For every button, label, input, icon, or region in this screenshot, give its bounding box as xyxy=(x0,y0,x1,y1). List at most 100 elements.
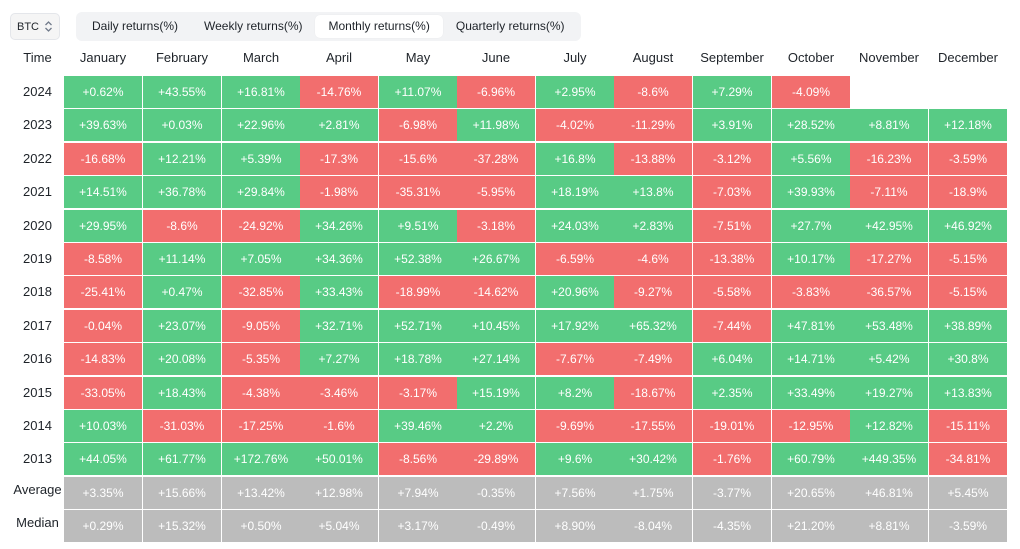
return-cell-2023-november: +8.81% xyxy=(850,109,928,142)
return-cell-2017-july: +17.92% xyxy=(536,309,614,342)
row-label-2019: 2019 xyxy=(23,251,52,266)
return-cell-2018-october: -3.83% xyxy=(772,276,850,309)
tab-monthly-returns[interactable]: Monthly returns(%) xyxy=(315,15,443,38)
return-cell-2014-december: -15.11% xyxy=(929,410,1007,442)
tab-daily-returns[interactable]: Daily returns(%) xyxy=(92,19,179,33)
return-cell-2019-july: -6.59% xyxy=(536,243,614,275)
row-label-2023: 2023 xyxy=(23,117,52,133)
return-cell-2020-february: -8.6% xyxy=(143,209,221,242)
return-cell-2020-may: +9.51% xyxy=(379,209,457,242)
return-cell-2019-january: -8.58% xyxy=(64,243,142,275)
return-cell-2020-march: -24.92% xyxy=(222,209,300,242)
return-cell-2024-september: +7.29% xyxy=(693,76,771,108)
return-cell-average-january: +3.35% xyxy=(64,476,142,509)
return-cell-2023-october: +28.52% xyxy=(772,109,850,142)
row-label-2014: 2014 xyxy=(23,418,52,433)
return-cell-2018-may: -18.99% xyxy=(379,276,457,309)
return-cell-2022-january: -16.68% xyxy=(64,142,142,175)
return-cell-2021-february: +36.78% xyxy=(143,176,221,209)
return-cell-median-january: +0.29% xyxy=(64,510,142,543)
return-cell-2020-november: +42.95% xyxy=(850,209,928,242)
return-cell-2021-november: -7.11% xyxy=(850,176,928,209)
return-cell-2015-august: -18.67% xyxy=(614,376,692,409)
return-cell-2018-april: +33.43% xyxy=(300,276,378,309)
return-cell-2023-april: +2.81% xyxy=(300,109,378,142)
return-cell-2016-november: +5.42% xyxy=(850,343,928,376)
return-cell-2023-september: +3.91% xyxy=(693,109,771,142)
return-cell-2017-january: -0.04% xyxy=(64,309,142,342)
row-label-2022: 2022 xyxy=(23,150,52,166)
return-cell-2016-may: +18.78% xyxy=(379,343,457,376)
return-cell-2019-march: +7.05% xyxy=(222,243,300,275)
month-header-september: September xyxy=(700,50,764,65)
return-cell-average-july: +7.56% xyxy=(536,476,614,509)
return-cell-average-april: +12.98% xyxy=(300,476,378,509)
month-header-february: February xyxy=(155,50,209,65)
row-label-median: Median xyxy=(16,515,59,531)
return-cell-2014-june: +2.2% xyxy=(457,410,535,442)
return-cell-2013-july: +9.6% xyxy=(536,443,614,476)
return-cell-2017-march: -9.05% xyxy=(222,309,300,342)
return-cell-2020-january: +29.95% xyxy=(64,209,142,242)
return-cell-2016-january: -14.83% xyxy=(64,343,142,376)
month-header-october: October xyxy=(787,50,835,65)
returns-tabs: Daily returns(%) Weekly returns(%) Month… xyxy=(76,12,581,41)
tab-quarterly-returns[interactable]: Quarterly returns(%) xyxy=(455,19,565,33)
return-cell-2024-july: +2.95% xyxy=(536,76,614,108)
return-cell-2019-may: +52.38% xyxy=(379,243,457,275)
return-cell-2018-september: -5.58% xyxy=(693,276,771,309)
asset-select[interactable]: BTC xyxy=(10,13,60,40)
return-cell-2015-july: +8.2% xyxy=(536,376,614,409)
return-cell-2014-january: +10.03% xyxy=(64,410,142,442)
return-cell-average-september: -3.77% xyxy=(693,476,771,509)
return-cell-2013-august: +30.42% xyxy=(614,443,692,476)
return-cell-2016-august: -7.49% xyxy=(614,343,692,376)
return-cell-2023-june: +11.98% xyxy=(457,109,535,142)
return-cell-2015-april: -3.46% xyxy=(300,376,378,409)
return-cell-2015-january: -33.05% xyxy=(64,376,142,409)
return-cell-2015-november: +19.27% xyxy=(850,376,928,409)
return-cell-2024-august: -8.6% xyxy=(614,76,692,108)
tab-weekly-returns[interactable]: Weekly returns(%) xyxy=(204,19,303,33)
return-cell-2017-june: +10.45% xyxy=(457,309,535,342)
return-cell-median-february: +15.32% xyxy=(143,510,221,543)
time-column-header: Time xyxy=(23,50,52,65)
return-cell-2024-march: +16.81% xyxy=(222,76,300,108)
return-cell-2017-september: -7.44% xyxy=(693,309,771,342)
return-cell-average-may: +7.94% xyxy=(379,476,457,509)
return-cell-2024-october: -4.09% xyxy=(772,76,850,108)
return-cell-2021-january: +14.51% xyxy=(64,176,142,209)
return-cell-2013-january: +44.05% xyxy=(64,443,142,476)
return-cell-2018-november: -36.57% xyxy=(850,276,928,309)
row-label-2017: 2017 xyxy=(23,317,52,333)
return-cell-2017-february: +23.07% xyxy=(143,309,221,342)
return-cell-2014-april: -1.6% xyxy=(300,410,378,442)
return-cell-2014-november: +12.82% xyxy=(850,410,928,442)
return-cell-2021-october: +39.93% xyxy=(772,176,850,209)
return-cell-2024-january: +0.62% xyxy=(64,76,142,108)
return-cell-2014-august: -17.55% xyxy=(614,410,692,442)
return-cell-2020-july: +24.03% xyxy=(536,209,614,242)
return-cell-2019-april: +34.36% xyxy=(300,243,378,275)
row-label-2021: 2021 xyxy=(23,184,52,200)
return-cell-median-may: +3.17% xyxy=(379,510,457,543)
return-cell-2019-february: +11.14% xyxy=(143,243,221,275)
month-header-june: June xyxy=(481,50,511,65)
return-cell-2021-june: -5.95% xyxy=(457,176,535,209)
return-cell-2017-november: +53.48% xyxy=(850,309,928,342)
return-cell-average-november: +46.81% xyxy=(850,476,928,509)
return-cell-2014-may: +39.46% xyxy=(379,410,457,442)
return-cell-median-october: +21.20% xyxy=(772,510,850,543)
return-cell-2019-september: -13.38% xyxy=(693,243,771,275)
return-cell-2022-may: -15.6% xyxy=(379,142,457,175)
return-cell-2021-september: -7.03% xyxy=(693,176,771,209)
return-cell-2023-december: +12.18% xyxy=(929,109,1007,142)
return-cell-2015-december: +13.83% xyxy=(929,376,1007,409)
return-cell-2022-june: -37.28% xyxy=(457,142,535,175)
return-cell-2022-march: +5.39% xyxy=(222,142,300,175)
return-cell-2018-june: -14.62% xyxy=(457,276,535,309)
return-cell-2022-november: -16.23% xyxy=(850,142,928,175)
month-header-january: January xyxy=(79,50,127,65)
return-cell-2016-july: -7.67% xyxy=(536,343,614,376)
return-cell-2021-july: +18.19% xyxy=(536,176,614,209)
